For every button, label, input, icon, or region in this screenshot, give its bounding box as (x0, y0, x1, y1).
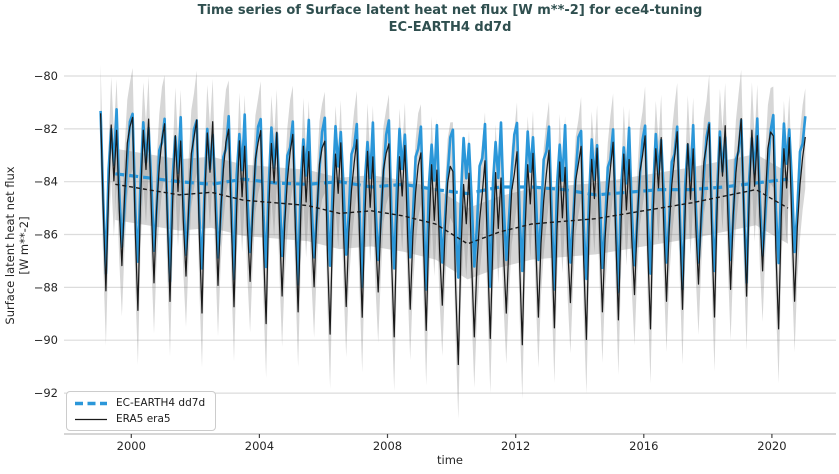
legend-label-ec-earth4: EC-EARTH4 dd7d (116, 397, 206, 409)
y-tick-label: −92 (34, 386, 58, 400)
chart-title: Time series of Surface latent heat net f… (64, 2, 836, 36)
legend-box: EC-EARTH4 dd7d ERA5 era5 (66, 391, 217, 431)
y-axis-label: Surface latent heat net flux [W m**-2] (3, 57, 31, 434)
x-tick-label: 2020 (757, 439, 786, 453)
y-tick-label: −88 (34, 280, 58, 294)
x-axis-label: time (437, 453, 463, 467)
plot-area (99, 64, 807, 419)
chart-title-line2: EC-EARTH4 dd7d (388, 20, 512, 35)
x-tick-label: 2012 (501, 439, 530, 453)
ec-earth4-running-mean-line (115, 172, 789, 197)
legend-label-era5: ERA5 era5 (116, 413, 171, 425)
y-tick-label: −86 (34, 228, 58, 242)
x-tick-label: 2016 (629, 439, 658, 453)
x-tick-label: 2008 (373, 439, 402, 453)
era5-running-mean-line (115, 183, 789, 245)
y-axis-label-line1: Surface latent heat net flux (3, 166, 17, 325)
x-tick-label: 2000 (117, 439, 146, 453)
y-tick-label: −82 (34, 122, 58, 136)
legend-item-ec-earth4: EC-EARTH4 dd7d (74, 397, 205, 409)
legend-dashed-line-sample (75, 401, 107, 405)
y-tick-label: −90 (34, 333, 58, 347)
era5-monthly-line (99, 113, 806, 366)
x-tick-label: 2004 (245, 439, 274, 453)
y-tick-label: −80 (34, 69, 58, 83)
legend-solid-line-sample (75, 418, 107, 420)
y-tick-label: −84 (34, 175, 58, 189)
chart-title-line1: Time series of Surface latent heat net f… (197, 3, 703, 18)
legend-item-era5: ERA5 era5 (74, 413, 205, 425)
y-axis-label-line2: [W m**-2] (17, 216, 31, 275)
